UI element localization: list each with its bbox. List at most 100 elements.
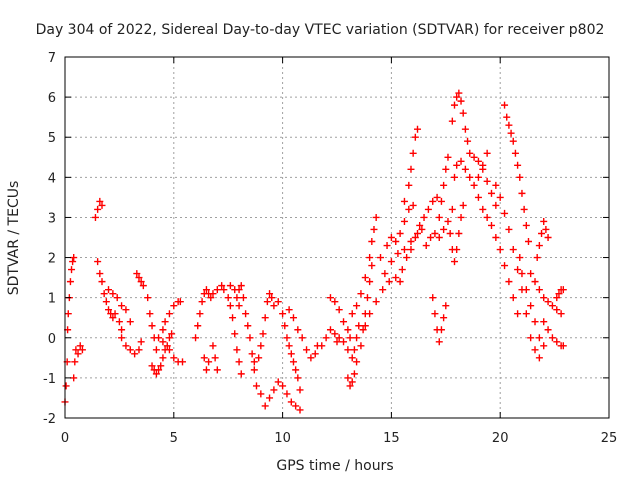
data-point (105, 286, 113, 294)
data-point (505, 121, 513, 129)
data-point (68, 266, 76, 274)
data-point (226, 282, 234, 290)
data-point (540, 294, 548, 302)
data-point (514, 266, 522, 274)
data-point (429, 294, 437, 302)
data-point (96, 197, 104, 205)
data-point (122, 306, 130, 314)
data-point (346, 334, 354, 342)
axis-ticks: 0 5 10 15 20 25 -2 -1 0 1 2 3 4 5 6 7 (43, 51, 617, 446)
data-point (398, 266, 406, 274)
data-point (318, 342, 326, 350)
data-point (520, 205, 528, 213)
data-point (146, 310, 154, 318)
data-point (109, 314, 117, 322)
data-point (357, 290, 365, 298)
y-tick-label: 2 (48, 252, 56, 267)
data-point (448, 117, 456, 125)
data-point (209, 342, 217, 350)
data-point (411, 234, 419, 241)
x-tick-label: 25 (601, 431, 618, 446)
data-point (71, 358, 79, 366)
data-point (361, 274, 369, 282)
data-point (492, 181, 500, 189)
data-point (348, 378, 356, 386)
data-point (266, 290, 274, 298)
data-point (407, 246, 415, 254)
data-point (514, 310, 522, 318)
data-point (311, 350, 319, 358)
data-point (91, 213, 99, 221)
x-tick-label: 20 (492, 431, 509, 446)
data-point (66, 278, 74, 286)
data-point (179, 358, 187, 366)
data-point (353, 334, 361, 342)
data-point (540, 342, 548, 350)
data-point (461, 125, 469, 133)
data-point (372, 298, 380, 306)
data-point (516, 173, 524, 181)
data-point (200, 354, 208, 362)
data-point (479, 205, 487, 213)
data-point (400, 246, 408, 254)
data-point (385, 278, 393, 286)
y-tick-label: 1 (48, 292, 56, 307)
x-tick-label: 5 (170, 431, 178, 446)
data-point (298, 334, 306, 342)
data-point (131, 350, 139, 358)
data-point (366, 310, 374, 318)
data-point (535, 286, 543, 294)
data-point (522, 286, 530, 294)
data-point (274, 378, 282, 386)
data-point (548, 302, 556, 310)
data-point (411, 133, 419, 141)
y-tick-label: -2 (43, 412, 56, 427)
data-point (213, 366, 221, 374)
data-point (457, 157, 465, 165)
data-point (344, 326, 352, 334)
data-point (115, 318, 123, 326)
chart-title: Day 304 of 2022, Sidereal Day-to-day VTE… (36, 22, 605, 38)
data-point (433, 193, 441, 201)
data-point (353, 358, 361, 366)
data-point (350, 370, 358, 378)
x-tick-label: 15 (383, 431, 400, 446)
data-point (409, 149, 417, 157)
data-point (394, 250, 402, 258)
data-point (62, 382, 70, 390)
data-point (361, 322, 369, 330)
data-point (372, 213, 380, 221)
data-point (355, 322, 363, 330)
data-point (544, 326, 552, 334)
data-point (535, 334, 543, 342)
data-point (451, 258, 459, 266)
data-point (407, 238, 415, 246)
data-point (263, 298, 271, 306)
data-point (74, 350, 82, 358)
data-point (148, 362, 156, 370)
data-point (168, 330, 176, 338)
data-point (211, 354, 219, 362)
data-point (387, 234, 395, 241)
data-point (509, 246, 517, 254)
data-point (261, 314, 269, 322)
data-point (296, 406, 304, 414)
data-point (453, 246, 461, 254)
data-point (453, 93, 461, 101)
data-point (165, 346, 173, 354)
data-point (444, 153, 452, 161)
data-point (226, 302, 234, 310)
data-point (118, 334, 126, 342)
data-point (98, 278, 106, 286)
data-point (533, 254, 541, 262)
data-point (505, 278, 513, 286)
data-point (242, 310, 250, 318)
data-point (516, 254, 524, 262)
data-point (118, 302, 126, 310)
data-point (139, 282, 147, 290)
data-point (237, 370, 245, 378)
data-point (126, 346, 134, 354)
data-point (340, 338, 348, 346)
data-point (266, 394, 274, 402)
